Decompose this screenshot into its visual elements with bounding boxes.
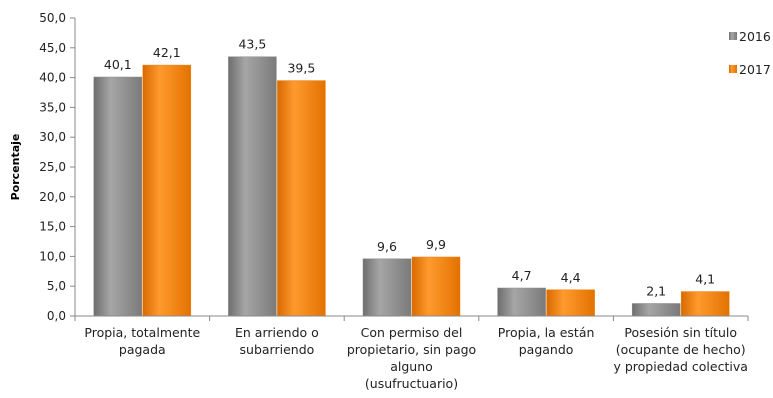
bar-2016 [228, 56, 277, 317]
y-tick-label: 10,0 [39, 249, 66, 263]
bar-2017 [546, 289, 595, 317]
data-label: 2,1 [646, 283, 666, 298]
data-label: 9,6 [377, 239, 397, 254]
bar-2016 [93, 76, 143, 317]
legend: 2016 2017 [729, 29, 771, 77]
category-label: Posesión sin título (ocupante de hecho) y … [613, 325, 747, 374]
legend-swatch [729, 65, 737, 73]
y-axis-label: Porcentaje [9, 134, 22, 201]
y-tick-label: 0,0 [47, 309, 66, 323]
y-tick-label: 30,0 [39, 130, 66, 144]
y-tick-label: 35,0 [39, 100, 66, 114]
y-tick-label: 5,0 [47, 279, 66, 293]
y-tick-label: 15,0 [39, 220, 66, 234]
y-tick-label: 45,0 [39, 41, 66, 55]
bar-2016 [497, 287, 546, 317]
category-label: Propia, totalmente pagada [84, 325, 200, 357]
data-label: 4,1 [695, 272, 715, 287]
y-axis: 0,0 5,0 10,0 15,0 20,0 25,0 30,0 35,0 40,0 45,0 50… [39, 11, 76, 323]
bar-2017 [680, 291, 730, 317]
bar-2017 [142, 64, 192, 317]
legend-swatch [729, 32, 737, 40]
data-label: 40,1 [104, 57, 132, 72]
category-label: Propia, la están pagando [498, 325, 595, 357]
category-label: En arriendo o subarriendo [235, 325, 319, 357]
bar-2016 [362, 258, 412, 317]
bars [93, 56, 730, 317]
data-labels: 40,1 43,5 9,6 4,7 2,1 42,1 39,5 9,9 4,4 4,1 [104, 37, 715, 299]
data-label: 9,9 [426, 237, 446, 252]
legend-label: 2017 [739, 62, 771, 77]
legend-label: 2016 [739, 29, 771, 44]
data-label: 4,7 [512, 268, 532, 283]
bar-2017 [411, 256, 461, 317]
bar-2017 [277, 80, 326, 317]
data-label: 4,4 [561, 270, 581, 285]
x-axis: Propia, totalmente pagada En arriendo o sub… [74, 315, 749, 391]
data-label: 39,5 [287, 61, 315, 76]
bar-2016 [631, 303, 681, 317]
y-tick-label: 50,0 [39, 11, 66, 25]
category-label: Con permiso del propietario, sin pago algu… [347, 325, 476, 391]
data-label: 42,1 [153, 45, 181, 60]
y-tick-label: 20,0 [39, 190, 66, 204]
y-tick-label: 25,0 [39, 160, 66, 174]
data-label: 43,5 [238, 37, 266, 52]
y-tick-label: 40,0 [39, 71, 66, 85]
